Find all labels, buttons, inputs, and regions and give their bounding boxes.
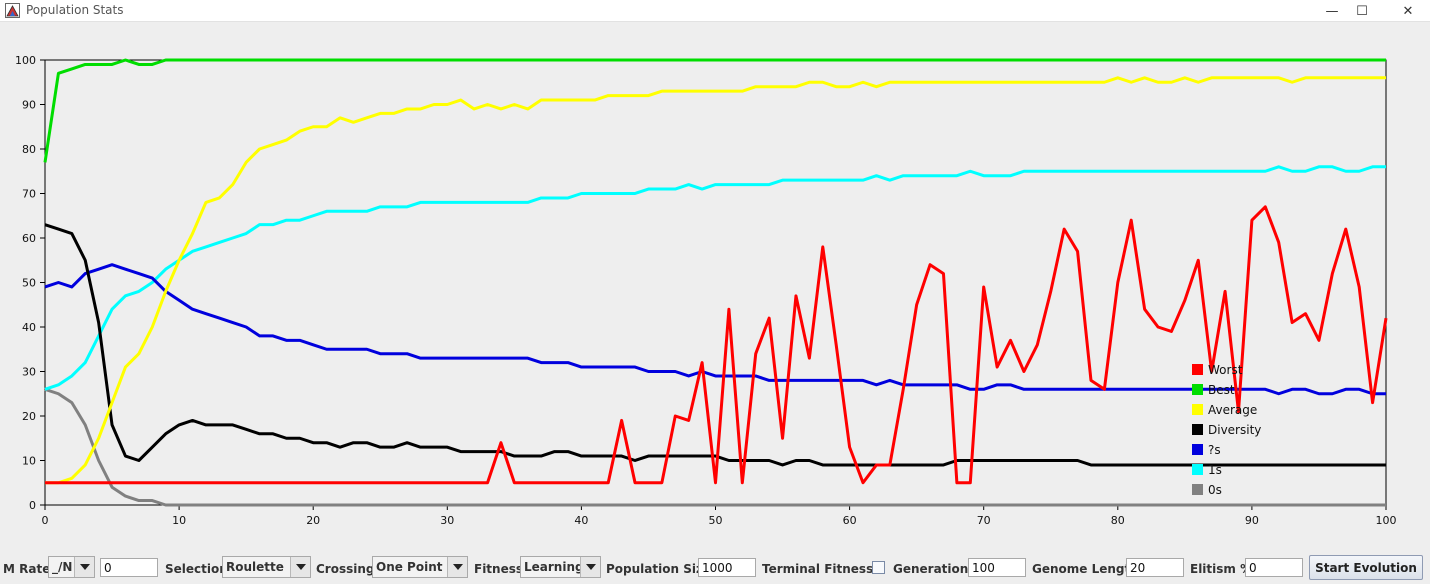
legend-swatch — [1192, 444, 1203, 455]
chevron-down-icon — [447, 557, 467, 577]
legend-swatch — [1192, 424, 1203, 435]
x-tick-label: 0 — [42, 514, 49, 527]
terminal-fitness-checkbox[interactable] — [872, 561, 885, 574]
selection-select[interactable]: Roulette — [222, 556, 311, 578]
y-tick-label: 100 — [15, 54, 36, 67]
start-evolution-button[interactable]: Start Evolution — [1309, 555, 1423, 580]
x-tick-label: 40 — [574, 514, 588, 527]
plot-area — [44, 59, 1387, 506]
crossing-label: Crossing — [316, 562, 375, 576]
fitness-select[interactable]: Learning — [520, 556, 601, 578]
series-line-average — [45, 76, 1386, 485]
y-tick-label: 10 — [22, 455, 36, 468]
close-icon: ✕ — [1402, 3, 1414, 19]
population-chart: 0 10 20 30 40 50 60 70 80 90 100 0 10 20 30 40 50 60 70 80 9… — [15, 54, 1397, 527]
chevron-down-icon — [580, 557, 600, 577]
y-tick-label: 20 — [22, 410, 36, 423]
legend-swatch — [1192, 384, 1203, 395]
genome-length-input[interactable]: 20 — [1126, 558, 1184, 577]
chevron-down-icon — [290, 557, 310, 577]
minimize-button[interactable]: — — [1312, 0, 1352, 22]
series-line-1s — [44, 165, 1386, 391]
legend-label: Worst — [1208, 363, 1243, 377]
x-tick-label: 50 — [709, 514, 723, 527]
window-title: Population Stats — [26, 3, 124, 17]
maximize-button[interactable]: ☐ — [1342, 0, 1382, 22]
series-line-0s — [44, 387, 1386, 507]
x-tick-label: 90 — [1245, 514, 1259, 527]
legend-swatch — [1192, 404, 1203, 415]
legend-swatch — [1192, 464, 1203, 475]
m-rate-mode-value: _/N — [52, 560, 73, 574]
y-tick-label: 70 — [22, 188, 36, 201]
legend-label: 0s — [1208, 483, 1222, 497]
elitism-label: Elitism % — [1190, 562, 1253, 576]
y-tick-label: 40 — [22, 321, 36, 334]
elitism-input[interactable]: 0 — [1245, 558, 1303, 577]
series-line-s — [44, 263, 1386, 396]
x-tick-label: 60 — [843, 514, 857, 527]
app-icon — [5, 3, 20, 18]
population-size-input[interactable]: 1000 — [698, 558, 756, 577]
y-tick-label: 60 — [22, 232, 36, 245]
x-tick-label: 10 — [172, 514, 186, 527]
maximize-icon: ☐ — [1356, 3, 1368, 19]
x-tick-label: 100 — [1376, 514, 1397, 527]
fitness-label: Fitness — [474, 562, 524, 576]
title-bar: Population Stats — ☐ ✕ — [0, 0, 1430, 22]
genome-length-label: Genome Length — [1032, 562, 1139, 576]
m-rate-mode-select[interactable]: _/N — [48, 556, 95, 578]
legend-swatch — [1192, 364, 1203, 375]
m-rate-label: M Rate: — [3, 562, 56, 576]
x-tick-label: 80 — [1111, 514, 1125, 527]
legend-label: 1s — [1208, 463, 1222, 477]
m-rate-input[interactable]: 0 — [100, 558, 158, 577]
series-line-best — [43, 58, 1386, 163]
series-line-diversity — [44, 223, 1386, 467]
selection-value: Roulette — [226, 560, 284, 574]
crossing-select[interactable]: One Point — [372, 556, 468, 578]
y-tick-label: 90 — [22, 99, 36, 112]
x-tick-label: 20 — [306, 514, 320, 527]
y-tick-label: 50 — [22, 277, 36, 290]
generations-label: Generations — [893, 562, 976, 576]
legend-label: Diversity — [1208, 423, 1261, 437]
legend-label: ?s — [1208, 443, 1221, 457]
crossing-value: One Point — [376, 560, 443, 574]
legend-swatch — [1192, 484, 1203, 495]
control-bar: M Rate: _/N 0 Selection Roulette Crossin… — [0, 553, 1430, 584]
minimize-icon: — — [1325, 3, 1339, 19]
legend-label: Best — [1208, 383, 1235, 397]
generations-input[interactable]: 100 — [968, 558, 1026, 577]
fitness-value: Learning — [524, 560, 584, 574]
selection-label: Selection — [165, 562, 228, 576]
y-tick-label: 0 — [29, 499, 36, 512]
close-button[interactable]: ✕ — [1388, 0, 1428, 22]
series-line-worst — [45, 205, 1388, 485]
legend-label: Average — [1208, 403, 1257, 417]
y-tick-label: 30 — [22, 366, 36, 379]
population-size-label: Population Size — [606, 562, 712, 576]
terminal-fitness-label: Terminal Fitness? — [762, 562, 881, 576]
x-tick-label: 30 — [440, 514, 454, 527]
chevron-down-icon — [74, 557, 94, 577]
x-tick-label: 70 — [977, 514, 991, 527]
y-tick-label: 80 — [22, 143, 36, 156]
